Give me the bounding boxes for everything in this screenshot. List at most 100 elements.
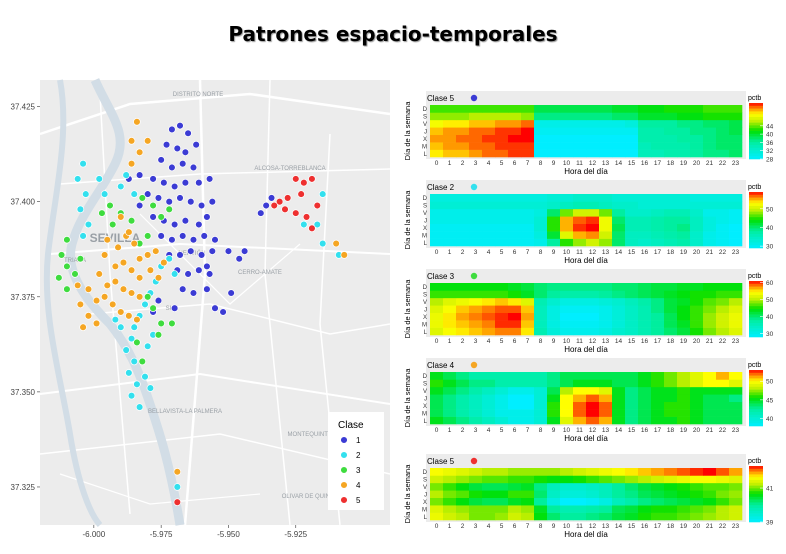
heatmap-cell <box>456 112 470 121</box>
heatmap-cell <box>547 394 561 403</box>
heatmap-cell <box>469 223 483 232</box>
heatmap-cell <box>586 127 600 136</box>
heatmap-cell <box>729 112 743 121</box>
heatmap-cell <box>508 290 522 299</box>
heatmap-cell <box>456 149 470 158</box>
heatmap-cell <box>703 112 717 121</box>
heatmap-cell <box>456 105 470 113</box>
lat-tick-label: 37.325 <box>11 483 36 492</box>
map-point-clase-1 <box>257 209 265 217</box>
heatmap-cell <box>508 105 522 113</box>
colorbar-segment <box>749 194 763 198</box>
heatmap-cell <box>729 512 743 521</box>
heatmap-cell <box>430 105 444 113</box>
heatmap-cell <box>547 223 561 232</box>
heatmap-cell <box>495 312 509 321</box>
map-point-clase-5 <box>313 201 322 210</box>
lat-tick-label: 37.425 <box>11 103 36 112</box>
heatmap-cell <box>664 134 678 143</box>
heatmap-cell <box>547 320 561 328</box>
map-point-clase-4 <box>100 293 109 301</box>
map-point-clase-4 <box>103 281 112 290</box>
map-point-clase-4 <box>146 266 155 274</box>
heatmap-cell <box>703 497 717 506</box>
heatmap-cell <box>443 490 457 499</box>
heatmap-cell <box>508 386 522 395</box>
heatmap-cell <box>469 482 483 491</box>
heatmap-cell <box>599 231 613 239</box>
heatmap-x-tick: 17 <box>654 160 662 167</box>
colorbar-segment <box>749 147 763 151</box>
heatmap-cell <box>586 105 600 113</box>
heatmap-cell <box>690 497 704 506</box>
heatmap-cell <box>560 142 574 150</box>
heatmap-cell <box>573 475 587 484</box>
colorbar-segment <box>749 384 763 388</box>
heatmap-x-tick: 7 <box>526 249 530 256</box>
heatmap-x-label: Hora del día <box>564 434 608 442</box>
map-point-clase-1 <box>262 201 270 210</box>
heatmap-title: Clase 5 <box>427 457 455 466</box>
colorbar-segment <box>749 122 763 126</box>
map-point-clase-3 <box>71 270 79 278</box>
heatmap-cell <box>664 416 678 425</box>
heatmap-cell <box>508 512 522 521</box>
colorbar-segment <box>749 234 763 238</box>
heatmap-x-tick: 0 <box>435 160 439 167</box>
heatmap-y-tick: L <box>424 419 428 425</box>
colorbar-segment <box>749 108 763 112</box>
heatmap-x-tick: 0 <box>435 249 439 256</box>
heatmap-cell <box>534 327 548 336</box>
heatmap-cell <box>651 201 665 210</box>
colorbar-segment <box>749 417 763 421</box>
heatmap-x-tick: 9 <box>552 160 556 167</box>
heatmap-cell <box>625 127 639 136</box>
heatmap-cell <box>625 482 639 491</box>
map-point-clase-1 <box>178 159 187 168</box>
heatmap-cell <box>469 142 483 150</box>
heatmap-x-tick: 18 <box>667 338 675 345</box>
heatmap-cell <box>534 372 548 380</box>
map-point-clase-1 <box>181 178 190 187</box>
heatmap-cell <box>690 127 704 136</box>
colorbar-segment <box>749 236 763 240</box>
heatmap-cell <box>430 327 444 336</box>
heatmap-cell <box>690 401 704 410</box>
map-point-clase-3 <box>143 232 152 240</box>
colorbar-segment <box>749 286 763 290</box>
heatmap-cell <box>599 497 613 506</box>
legend-swatch-2 <box>340 451 348 459</box>
map-point-clase-3 <box>55 274 63 282</box>
heatmap-cell <box>534 394 548 403</box>
heatmap-cell <box>573 505 587 513</box>
colorbar-tick-label: 50 <box>766 297 774 304</box>
colorbar-segment <box>749 502 763 506</box>
place-label: MONTEQUINTO <box>288 432 333 438</box>
colorbar-segment <box>749 119 763 123</box>
heatmap-cell <box>521 468 535 476</box>
heatmap-cell <box>690 505 704 513</box>
heatmap-cell <box>456 127 470 136</box>
heatmap-x-tick: 15 <box>628 160 636 167</box>
map-point-clase-1 <box>135 201 144 210</box>
heatmap-cell <box>573 194 587 202</box>
heatmap-cell <box>482 468 496 476</box>
map-point-clase-4 <box>135 148 144 157</box>
heatmap-cell <box>443 512 457 521</box>
map-point-clase-2 <box>100 190 109 198</box>
heatmap-cell <box>651 386 665 395</box>
heatmap-cell <box>612 327 626 336</box>
heatmap-cell <box>729 327 743 336</box>
heatmap-cell <box>469 305 483 314</box>
place-label: OLIVAR DE QUINTOS <box>282 494 342 500</box>
heatmap-y-tick: L <box>424 241 428 247</box>
heatmap-x-tick: 11 <box>576 523 583 530</box>
heatmap-cell <box>534 468 548 476</box>
heatmap-cell <box>495 119 509 128</box>
colorbar-tick-label: 40 <box>766 132 774 139</box>
heatmap-y-tick: J <box>424 130 427 136</box>
heatmap-cell <box>651 401 665 410</box>
heatmap-cell <box>729 305 743 314</box>
map-point-clase-1 <box>160 178 168 187</box>
